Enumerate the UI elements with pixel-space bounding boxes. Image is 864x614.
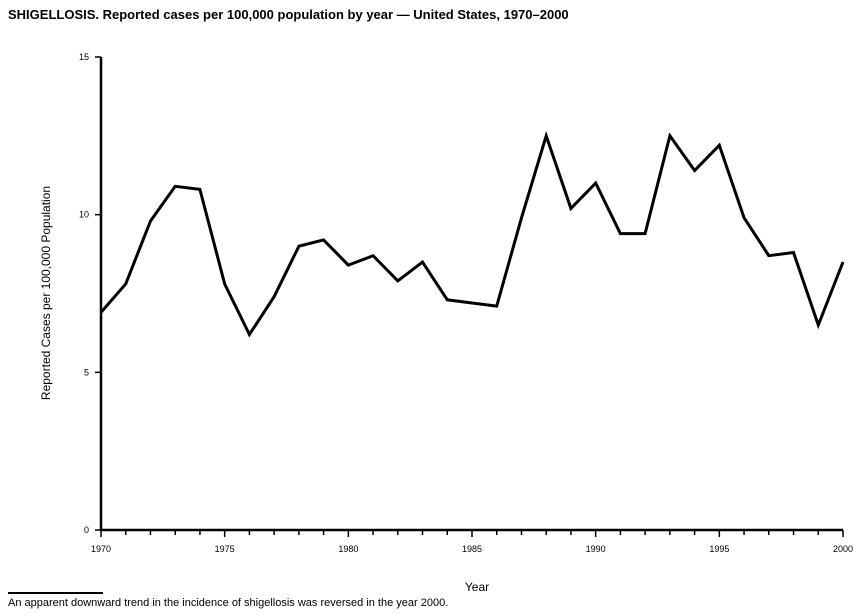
x-tick-label: 1985 [462, 544, 482, 554]
series [99, 130, 845, 338]
x-axis-label: Year [465, 580, 489, 594]
y-tick-label: 0 [84, 525, 89, 535]
x-tick-label: 2000 [833, 544, 853, 554]
chart-title: SHIGELLOSIS. Reported cases per 100,000 … [8, 7, 569, 22]
footnote-rule [8, 592, 103, 594]
y-axis-label: Reported Cases per 100,000 Population [39, 186, 53, 400]
x-tick-label: 1975 [215, 544, 235, 554]
y-tick-label: 15 [79, 52, 89, 62]
tick-labels: 1970 1975 1980 1985 1990 1995 2000 0 5 10 15 [79, 52, 853, 554]
x-tick-label: 1970 [91, 544, 111, 554]
x-tick-label: 1980 [338, 544, 358, 554]
y-tick-label: 10 [79, 210, 89, 220]
axes [95, 56, 844, 537]
y-tick-label: 5 [84, 367, 89, 377]
x-tick-label: 1990 [586, 544, 606, 554]
series-line [99, 130, 845, 338]
x-tick-label: 1995 [709, 544, 729, 554]
footnote: An apparent downward trend in the incide… [8, 597, 449, 609]
